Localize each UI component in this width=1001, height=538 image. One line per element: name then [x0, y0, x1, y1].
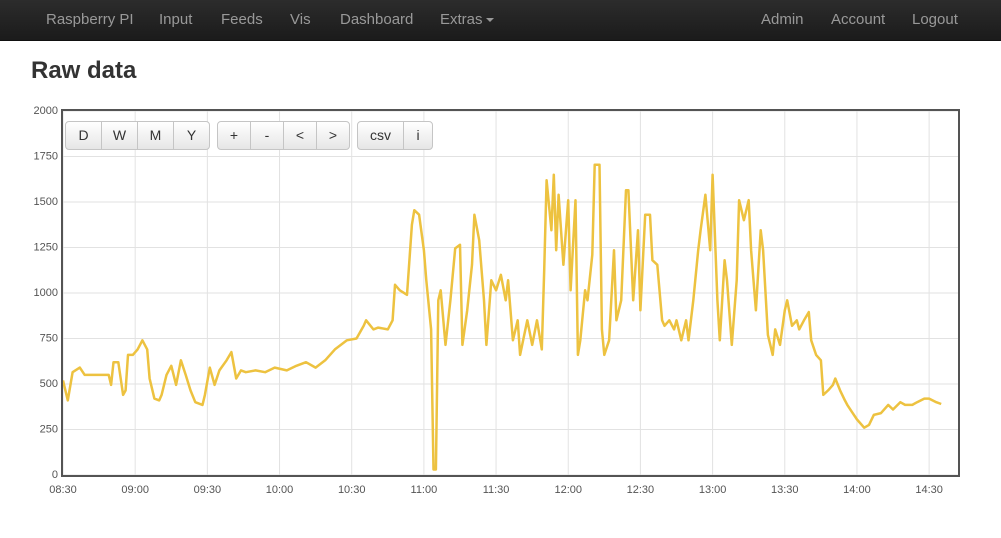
nav-link[interactable]: Feeds	[221, 11, 263, 28]
y-tick-label: 750	[40, 332, 58, 344]
nav-link[interactable]: Admin	[761, 11, 804, 28]
x-tick-label: 11:00	[411, 484, 438, 496]
x-tick-label: 13:30	[771, 484, 799, 496]
toolbar-button[interactable]: Y	[186, 127, 197, 143]
toolbar-button[interactable]: W	[102, 122, 138, 149]
nav-link[interactable]: Input	[159, 11, 193, 28]
y-tick-label: 250	[40, 423, 58, 435]
x-tick-label: 14:00	[843, 484, 871, 496]
button-group: + - < >	[217, 121, 350, 150]
y-tick-label: 1500	[34, 196, 58, 208]
nav-link[interactable]: Extras	[440, 11, 483, 28]
navbar: Raspberry PI Input Feeds Vis Dashboard Extras…	[0, 0, 1001, 41]
x-tick-label: 10:00	[266, 484, 294, 496]
toolbar-button[interactable]: >	[328, 127, 338, 143]
y-tick-label: 1000	[34, 287, 58, 299]
plot-border	[61, 109, 960, 477]
x-tick-label: 12:30	[627, 484, 655, 496]
x-tick-label: 14:30	[915, 484, 943, 496]
y-tick-label: 1250	[34, 241, 58, 253]
x-tick-label: 09:30	[194, 484, 222, 496]
toolbar-button[interactable]: D	[66, 122, 102, 149]
nav-link[interactable]: Account	[831, 11, 886, 28]
toolbar-button[interactable]: csv	[358, 122, 404, 149]
y-tick-label: 500	[40, 378, 58, 390]
x-tick-label: 13:00	[699, 484, 727, 496]
y-tick-label: 1750	[34, 150, 58, 162]
nav-link[interactable]: Vis	[290, 11, 311, 28]
toolbar-button[interactable]: i	[416, 127, 420, 143]
toolbar-button[interactable]: -	[251, 122, 284, 149]
toolbar-button[interactable]: +	[218, 122, 251, 149]
x-tick-label: 12:00	[554, 484, 582, 496]
x-tick-label: 11:30	[483, 484, 510, 496]
dropdown-caret	[486, 18, 494, 22]
nav-link[interactable]: Dashboard	[340, 11, 414, 28]
nav-link[interactable]: Raspberry PI	[46, 11, 134, 28]
x-tick-label: 10:30	[338, 484, 366, 496]
toolbar-button[interactable]: M	[138, 122, 174, 149]
x-tick-label: 08:30	[49, 484, 77, 496]
data-line	[61, 163, 942, 471]
toolbar-button[interactable]: <	[284, 122, 317, 149]
y-tick-label: 0	[52, 469, 58, 481]
button-group: csv i	[357, 121, 433, 150]
x-tick-label: 09:00	[121, 484, 149, 496]
page-title: Raw data	[31, 57, 137, 84]
y-tick-label: 2000	[34, 105, 58, 117]
nav-link[interactable]: Logout	[912, 11, 958, 28]
